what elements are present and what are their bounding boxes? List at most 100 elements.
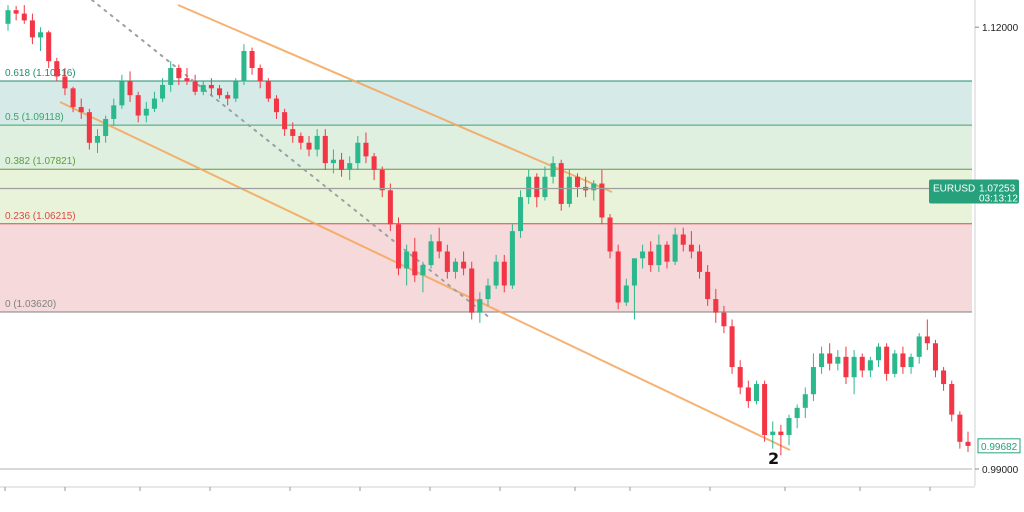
dotted-trendline <box>91 0 491 319</box>
candle-body <box>168 67 174 85</box>
candles <box>5 5 971 456</box>
candle-body <box>184 78 190 82</box>
candle-body <box>249 50 255 68</box>
candle-body <box>884 346 890 374</box>
channel-lower-line <box>59 101 791 451</box>
wave-label-2: 2 <box>768 449 779 468</box>
candle-body <box>542 176 548 198</box>
candle-body <box>631 258 637 286</box>
candle-body <box>29 20 35 38</box>
candle-body <box>103 118 109 136</box>
candle-body <box>477 299 483 313</box>
candle-body <box>713 299 719 313</box>
fib-zone-2 <box>0 169 972 224</box>
candle-body <box>363 142 369 157</box>
current-price-timer: 03:13:12 <box>979 194 1018 205</box>
candle-body <box>273 98 279 113</box>
candle-body <box>648 251 654 266</box>
trend-lines <box>59 0 791 451</box>
candle-body <box>444 251 450 272</box>
candle-body <box>127 81 133 96</box>
fib-label-0.382: 0.382 (1.07821) <box>5 156 76 167</box>
candle-body <box>339 159 345 170</box>
candle-body <box>867 360 873 371</box>
candle-body <box>770 431 776 436</box>
candle-body <box>509 231 515 286</box>
candle-body <box>705 271 711 300</box>
candle-body <box>241 50 247 82</box>
candle-body <box>827 353 833 364</box>
candle-body <box>200 84 206 92</box>
candle-body <box>265 81 271 99</box>
fib-label-0.5: 0.5 (1.09118) <box>5 112 64 123</box>
candle-body <box>420 265 426 276</box>
candle-body <box>550 163 556 177</box>
candle-body <box>786 418 792 436</box>
candle-body <box>5 10 11 24</box>
channel-upper-line <box>177 4 613 193</box>
candle-body <box>322 135 328 164</box>
candle-body <box>851 356 857 378</box>
candle-body <box>143 108 149 116</box>
candle-body <box>282 112 288 130</box>
candle-body <box>208 84 214 89</box>
candle-body <box>599 183 605 218</box>
candle-body <box>672 234 678 262</box>
candle-body <box>330 159 336 164</box>
candle-body <box>176 67 182 79</box>
candle-body <box>404 251 410 269</box>
candle-body <box>729 326 735 368</box>
candle-body <box>160 84 166 99</box>
candle-body <box>493 261 499 286</box>
price-tick-label: 1.12000 <box>982 23 1019 34</box>
candle-body <box>13 10 19 14</box>
candle-body <box>119 81 125 106</box>
overlays: 2 <box>0 187 972 470</box>
candle-body <box>111 105 117 119</box>
candle-body <box>534 176 540 198</box>
candle-body <box>225 95 231 99</box>
candle-body <box>70 88 76 108</box>
candle-body <box>697 251 703 272</box>
candle-body <box>233 81 239 99</box>
candle-body <box>623 285 629 303</box>
last-price-tag <box>977 438 1021 454</box>
candle-body <box>428 241 434 266</box>
candle-body <box>680 234 686 245</box>
candle-body <box>802 394 808 408</box>
candle-body <box>965 441 971 446</box>
fib-levels: 0.618 (1.10416) 0.5 (1.09118) 0.382 (1.078… <box>0 68 972 313</box>
candle-body <box>810 367 816 395</box>
candle-body <box>843 356 849 378</box>
candle-body <box>371 156 377 170</box>
candle-body <box>778 431 784 436</box>
candle-body <box>387 190 393 225</box>
candle-body <box>257 67 263 82</box>
candle-body <box>574 176 581 187</box>
candle-body <box>721 312 727 327</box>
candle-body <box>38 32 44 38</box>
candle-body <box>558 163 564 204</box>
candle-body <box>949 384 955 415</box>
current-price-tag <box>929 179 1019 204</box>
fib-label-0: 0 (1.03620) <box>5 299 56 310</box>
candle-body <box>290 129 296 136</box>
candle-body <box>518 197 524 232</box>
candle-body <box>306 142 312 150</box>
candle-body <box>412 251 418 276</box>
candle-body <box>566 176 572 204</box>
candle-body <box>135 95 141 116</box>
candle-body <box>395 224 402 269</box>
candle-body <box>819 353 825 368</box>
candle-body <box>908 356 914 368</box>
time-axis <box>0 486 975 491</box>
current-price-symbol: EURUSD <box>933 184 975 195</box>
fib-zone-0 <box>0 81 972 126</box>
candle-body <box>355 142 361 164</box>
fib-zones <box>0 81 972 312</box>
fib-zone-1 <box>0 125 972 170</box>
candle-body <box>615 251 621 303</box>
candle-body <box>835 356 841 364</box>
